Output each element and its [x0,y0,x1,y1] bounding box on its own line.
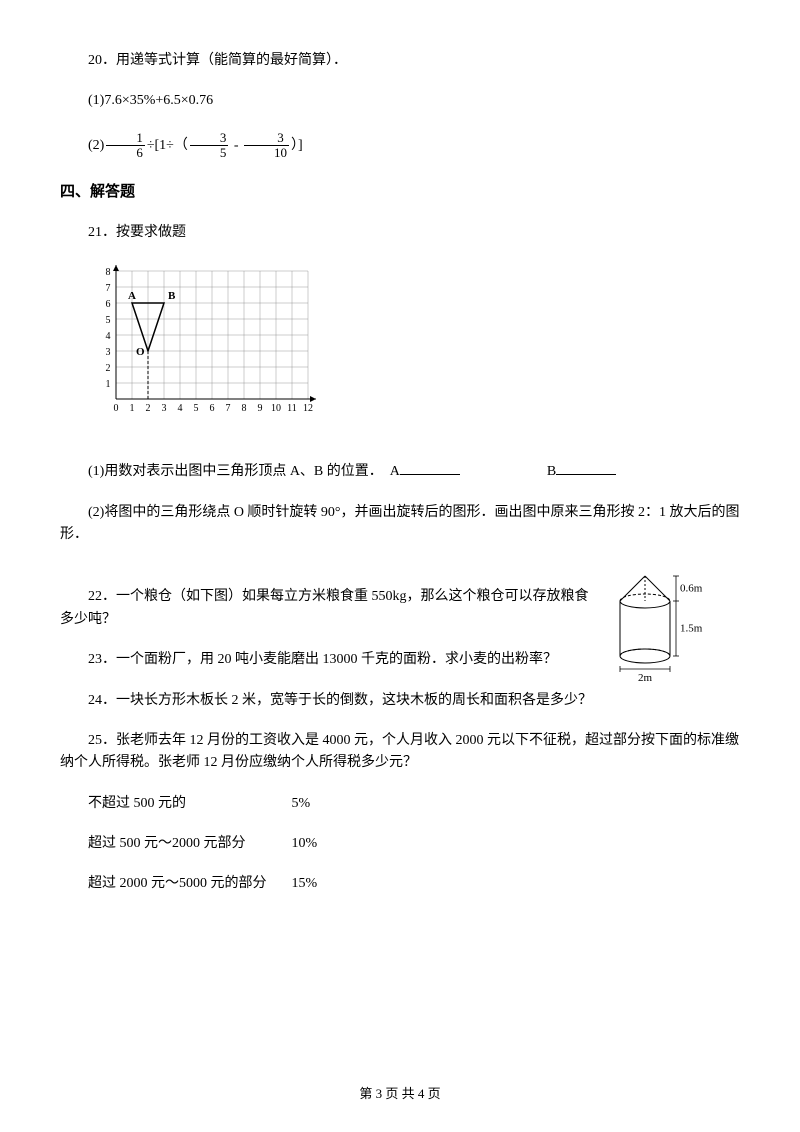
q25-text: ．张老师去年 12 月份的工资收入是 4000 元，个人月收入 2000 元以下… [60,733,739,770]
svg-text:5: 5 [194,403,199,414]
q21-sub1-prefix: (1)用数对表示出图中三角形顶点 A、B 的位置． A [88,464,400,479]
coordinate-grid: 012345678910111212345678ABO [88,263,328,433]
q20-title: 20．用递等式计算（能简算的最好简算）． [60,50,740,72]
svg-text:O: O [136,346,145,358]
q22-text: ．一个粮仓（如下图）如果每立方米粮食重 550kg，那么这个粮仓可以存放粮食多少… [60,589,589,626]
q20-item2-suffix: ）] [291,138,303,153]
grain-silo-diagram: 0.6m 1.5m 2m [610,564,720,684]
q21-grid-figure: 012345678910111212345678ABO [88,263,740,441]
svg-text:3: 3 [106,347,111,358]
q20-item2-mid: ÷[1÷（ [147,138,188,153]
svg-text:1.5m: 1.5m [680,623,703,635]
svg-text:7: 7 [106,283,111,294]
svg-text:0.6m: 0.6m [680,583,703,595]
blank-a [400,461,460,475]
svg-text:8: 8 [242,403,247,414]
svg-text:5: 5 [106,315,111,326]
tax-label-1: 不超过 500 元的 [88,793,288,815]
section-4-title: 四、解答题 [60,180,740,204]
tax-row-3: 超过 2000 元～5000 元的部分 15% [88,873,740,895]
q20-item2-prefix: (2) [88,138,104,153]
tax-rate-3: 15% [292,876,318,891]
tax-label-2: 超过 500 元～2000 元部分 [88,833,288,855]
q20-item2-minus: - [230,138,242,153]
svg-text:7: 7 [226,403,231,414]
q22-num: 22 [88,589,102,604]
q21-sub1: (1)用数对表示出图中三角形顶点 A、B 的位置． A B [60,461,740,483]
svg-text:11: 11 [287,403,297,414]
q21-sub1-b: B [547,464,556,479]
tax-row-2: 超过 500 元～2000 元部分 10% [88,833,740,855]
tax-label-3: 超过 2000 元～5000 元的部分 [88,873,288,895]
svg-text:4: 4 [178,403,183,414]
fraction-1-6: 16 [106,131,145,161]
q20-item1: (1)7.6×35%+6.5×0.76 [60,90,740,112]
q23-num: 23 [88,652,102,667]
q23-text: ．一个面粉厂，用 20 吨小麦能磨出 13000 千克的面粉．求小麦的出粉率？ [102,652,557,667]
svg-text:12: 12 [303,403,313,414]
q24-num: 24 [88,693,102,708]
svg-text:3: 3 [162,403,167,414]
q24: 24．一块长方形木板长 2 米，宽等于长的倒数，这块木板的周长和面积各是多少？ [60,690,740,712]
svg-text:2: 2 [146,403,151,414]
q25-num: 25 [88,733,102,748]
fraction-3-10: 310 [244,131,289,161]
tax-table: 不超过 500 元的 5% 超过 500 元～2000 元部分 10% 超过 2… [88,793,740,896]
q21-num: 21 [88,225,102,240]
q24-text: ．一块长方形木板长 2 米，宽等于长的倒数，这块木板的周长和面积各是多少？ [102,693,592,708]
svg-text:4: 4 [106,331,111,342]
svg-text:0: 0 [114,403,119,414]
page-content: 20．用递等式计算（能简算的最好简算）． (1)7.6×35%+6.5×0.76… [60,50,740,896]
q21-text: ．按要求做题 [102,225,186,240]
svg-text:2: 2 [106,363,111,374]
tax-rate-1: 5% [292,796,311,811]
svg-text:6: 6 [210,403,215,414]
svg-text:10: 10 [271,403,281,414]
svg-text:6: 6 [106,299,111,310]
svg-text:1: 1 [130,403,135,414]
q20-text: ．用递等式计算（能简算的最好简算）． [102,53,347,68]
svg-text:B: B [168,290,176,302]
blank-b [556,461,616,475]
q25: 25．张老师去年 12 月份的工资收入是 4000 元，个人月收入 2000 元… [60,730,740,775]
svg-text:1: 1 [106,379,111,390]
svg-text:8: 8 [106,267,111,278]
tax-rate-2: 10% [292,836,318,851]
q22-diagram: 0.6m 1.5m 2m [610,564,720,692]
q20-item2: (2)16÷[1÷（35 - 310）] [60,131,740,161]
page-footer: 第 3 页 共 4 页 [0,1083,800,1102]
fraction-3-5: 35 [190,131,229,161]
svg-text:A: A [128,290,136,302]
q21-title: 21．按要求做题 [60,222,740,244]
svg-text:9: 9 [258,403,263,414]
svg-text:2m: 2m [638,672,653,684]
q20-num: 20 [88,53,102,68]
tax-row-1: 不超过 500 元的 5% [88,793,740,815]
q21-sub2: (2)将图中的三角形绕点 O 顺时针旋转 90°，并画出旋转后的图形．画出图中原… [60,502,740,547]
